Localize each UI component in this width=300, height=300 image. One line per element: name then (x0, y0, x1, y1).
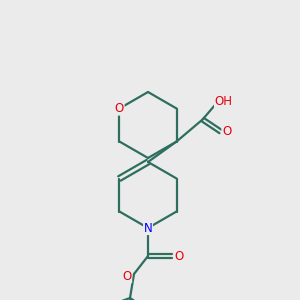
Text: OH: OH (214, 95, 232, 108)
Text: O: O (174, 250, 184, 262)
Text: O: O (115, 102, 124, 115)
Text: N: N (144, 221, 152, 235)
Text: O: O (222, 125, 231, 138)
Text: O: O (122, 269, 132, 283)
